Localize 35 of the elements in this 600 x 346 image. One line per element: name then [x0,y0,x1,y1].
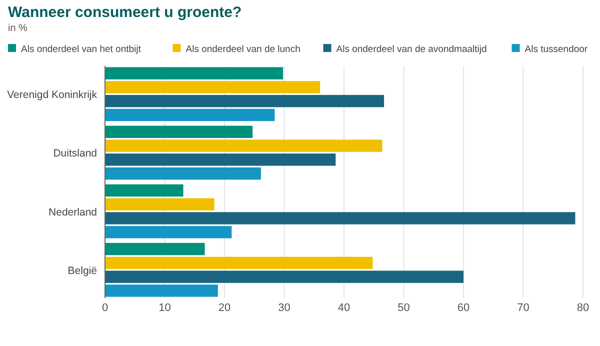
x-tick-label: 10 [158,302,171,314]
legend-label: Als onderdeel van de avondmaaltijd [336,44,487,55]
bar [105,284,218,297]
bar [105,154,336,166]
chart-title: Wanneer consumeert u groente? [8,4,242,21]
bar [105,184,184,197]
x-tick-label: 70 [517,302,530,314]
bar [105,270,464,283]
legend-label: Als onderdeel van de lunch [186,44,300,55]
bar [105,167,261,180]
x-tick-label: 80 [576,302,590,314]
x-tick-label: 20 [218,302,231,314]
bar [105,140,382,152]
x-tick-label: 30 [278,302,290,314]
x-tick-label: 50 [398,302,410,314]
bar [105,242,205,256]
y-tick-label: Verenigd Koninkrijk [7,89,98,102]
bar [105,198,214,210]
y-tick-label: Nederland [48,206,98,218]
x-tick-label: 0 [102,302,108,314]
bar [105,226,232,238]
legend-label: Als tussendoor [524,44,588,55]
bar [105,212,576,224]
y-tick-label: Duitsland [53,148,98,160]
bar [105,81,320,94]
bar [105,108,275,122]
text: in % [8,23,28,34]
bar [105,94,384,108]
y-tick-label: België [68,264,98,277]
legend-label: Als onderdeel van het ontbijt [21,44,142,55]
x-tick-label: 60 [457,302,470,314]
x-tick-label: 40 [338,302,350,314]
bar [105,126,253,138]
bar [105,67,284,80]
bar [105,256,373,270]
